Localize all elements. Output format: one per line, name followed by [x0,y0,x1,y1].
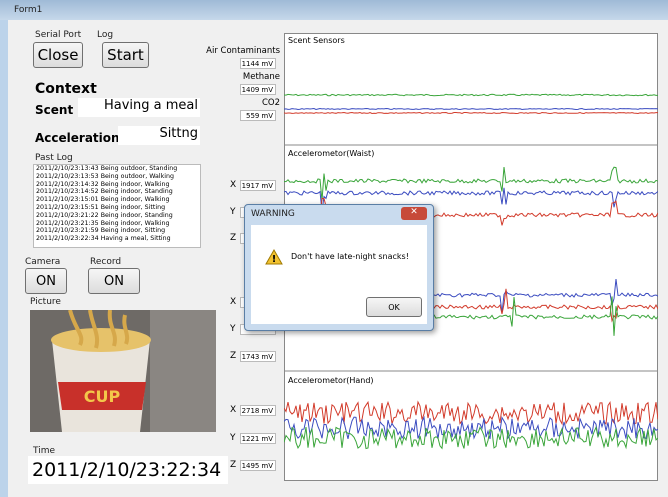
axis-label: X [230,180,236,190]
past-log-label: Past Log [35,153,73,163]
value-unit: mV [261,182,273,190]
app-window: Form1 Serial Port Close Log Start Contex… [0,0,668,497]
dialog-message: Don't have late-night snacks! [291,252,409,261]
scent-value: Having a meal [78,98,200,117]
hand-plot-title: Accelerometor(Hand) [288,376,374,385]
value-unit: mV [261,435,273,443]
value-number: 1495 [242,462,260,470]
axis-label: Z [230,233,236,243]
log-entry: 2011/2/10/23:14:32 Being indoor, Walking [34,181,200,189]
log-entry: 2011/2/10/23:15:01 Being indoor, Walking [34,196,200,204]
picture: CUP [30,310,216,432]
svg-text:CUP: CUP [84,387,121,406]
dialog-title: WARNING [251,209,295,219]
axis-label: Z [230,351,236,361]
dialog-body: ! Don't have late-night snacks! OK [251,225,427,324]
camera-label: Camera [25,257,60,267]
axis-label: Y [230,433,236,443]
axis-label: Y [230,324,236,334]
value-unit: mV [261,112,273,120]
sensor-label: Methane [243,72,280,82]
title-bar: Form1 [0,0,668,20]
serial-port-label: Serial Port [35,30,81,40]
log-entry: 2011/2/10/23:14:52 Being indoor, Standin… [34,188,200,196]
time-label: Time [33,446,55,456]
log-label: Log [97,30,113,40]
close-button[interactable]: Close [33,42,83,68]
log-entry: 2011/2/10/23:13:53 Being outdoor, Walkin… [34,173,200,181]
value-number: 559 [246,112,259,120]
log-entry: 2011/2/10/23:21:59 Being indoor, Sitting [34,227,200,235]
warning-icon: ! [265,249,283,265]
value-number: 1221 [242,435,260,443]
log-entry: 2011/2/10/23:21:22 Being indoor, Standin… [34,212,200,220]
warning-dialog: WARNING ✕ ! Don't have late-night snacks… [244,204,434,331]
axis-label: X [230,405,236,415]
waist-plot-title: Accelerometor(Waist) [288,149,374,158]
value-unit: mV [261,86,273,94]
value-number: 1917 [242,182,260,190]
context-title: Context [35,81,97,97]
window-title: Form1 [14,5,42,15]
past-log-list[interactable]: 2011/2/10/23:13:43 Being outdoor, Standi… [33,164,201,248]
value-unit: mV [261,353,273,361]
picture-label: Picture [30,297,61,307]
record-label: Record [90,257,121,267]
scent-label: Scent [35,103,73,117]
svg-text:!: ! [272,254,277,265]
acceleration-value: Sittng [118,126,200,145]
log-entry: 2011/2/10/23:22:34 Having a meal, Sittin… [34,235,200,243]
start-button[interactable]: Start [102,42,149,68]
time-value: 2011/2/10/23:22:34 [28,456,228,484]
dialog-ok[interactable]: OK [366,297,422,317]
axis-label: Y [230,207,236,217]
value-number: 1743 [242,353,260,361]
value-unit: mV [261,60,273,68]
axis-label: X [230,297,236,307]
dialog-close[interactable]: ✕ [401,207,427,220]
camera-button[interactable]: ON [25,268,67,294]
value-unit: mV [261,407,273,415]
sensor-label: CO2 [262,98,280,108]
record-button[interactable]: ON [88,268,140,294]
value-number: 1144 [242,60,260,68]
value-unit: mV [261,462,273,470]
log-entry: 2011/2/10/23:13:43 Being outdoor, Standi… [34,165,200,173]
acceleration-label: Acceleration [35,131,120,145]
value-number: 2718 [242,407,260,415]
sensor-label: Air Contaminants [206,46,280,56]
log-entry: 2011/2/10/23:21:35 Being indoor, Walking [34,220,200,228]
scent-plot-title: Scent Sensors [288,36,345,45]
value-number: 1409 [242,86,260,94]
log-entry: 2011/2/10/23:15:51 Being indoor, Sitting [34,204,200,212]
axis-label: Z [230,460,236,470]
